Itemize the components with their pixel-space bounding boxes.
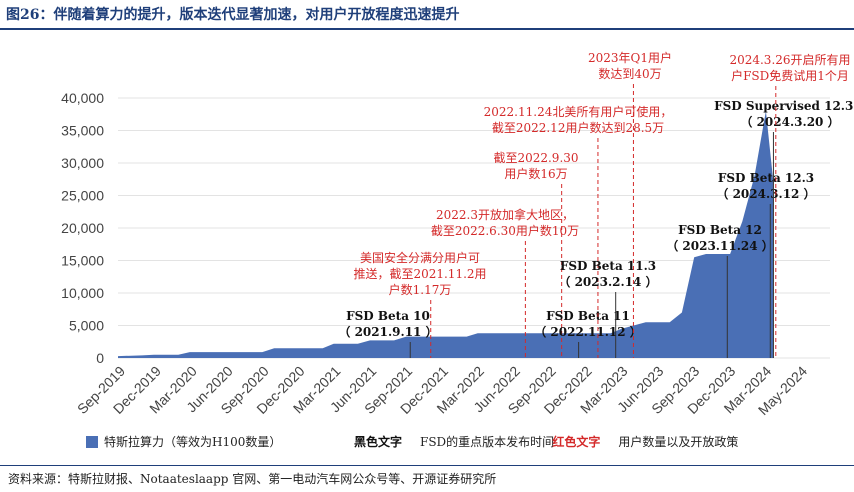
release-annotation: FSD Beta 11.3 (560, 259, 656, 273)
y-tick-label: 40,000 (61, 90, 104, 106)
y-tick-label: 15,000 (61, 253, 104, 269)
release-annotation: （ 2023.2.14 ） (558, 274, 657, 289)
policy-annotation: 户数1.17万 (389, 282, 452, 297)
policy-annotation: 户FSD免费试用1个月 (731, 68, 849, 83)
policy-annotation: 2023年Q1用户 (588, 50, 672, 65)
series-area (118, 111, 774, 358)
release-annotation: FSD Beta 10 (346, 309, 430, 323)
release-annotation: FSD Beta 11 (546, 309, 630, 323)
legend-entry: 用户数量以及开放政策 (618, 434, 738, 449)
policy-annotation: 截至2022.9.30 (493, 151, 578, 165)
policy-annotation: 用户数16万 (504, 166, 567, 181)
policy-annotation: 数达到40万 (598, 66, 661, 81)
y-tick-label: 25,000 (61, 188, 104, 204)
policy-annotation: 截至2022.6.30用户数10万 (431, 223, 579, 238)
release-annotation: （ 2021.9.11 ） (338, 324, 437, 339)
release-annotation: （ 2024.3.20 ） (740, 114, 839, 129)
y-tick-label: 20,000 (61, 220, 104, 236)
policy-annotation: 美国安全分满分用户可 (360, 250, 480, 265)
legend-entry: 特斯拉算力（等效为H100数量） (104, 434, 281, 449)
y-tick-label: 35,000 (61, 123, 104, 139)
y-tick-label: 10,000 (61, 285, 104, 301)
policy-annotation: 2022.3开放加拿大地区， (436, 207, 574, 222)
release-annotation: FSD Beta 12 (678, 223, 762, 237)
y-tick-label: 30,000 (61, 155, 104, 171)
y-tick-label: 0 (96, 350, 104, 366)
y-tick-label: 5,000 (69, 318, 104, 334)
policy-annotation: 2024.3.26开启所有用 (729, 53, 850, 67)
policy-annotation: 截至2022.12用户数达到28.5万 (492, 120, 664, 135)
legend-entry: FSD的重点版本发布时间 (420, 434, 554, 449)
policy-annotation: 推送，截至2021.11.2用 (353, 266, 486, 281)
figure-title: 图26：伴随着算力的提升，版本迭代显著加速，对用户开放程度迅速提升 (6, 7, 460, 23)
release-annotation: （ 2023.11.24 ） (666, 238, 774, 253)
title-rule (0, 28, 854, 30)
release-annotation: FSD Supervised 12.3.3 (714, 99, 854, 113)
legend-entry: 红色文字 (552, 434, 600, 449)
legend-entry: 黑色文字 (354, 434, 402, 449)
source-note: 资料来源：特斯拉财报、Notaateslaapp 官网、第一电动汽车网公众号等、… (8, 472, 497, 486)
release-annotation: （ 2022.11.12 ） (534, 324, 642, 339)
source-rule (0, 465, 854, 466)
release-annotation: FSD Beta 12.3 (718, 171, 814, 185)
legend-swatch (86, 436, 98, 448)
policy-annotation: 2022.11.24北美所有用户可使用， (484, 104, 673, 119)
release-annotation: （ 2024.3.12 ） (716, 186, 815, 201)
